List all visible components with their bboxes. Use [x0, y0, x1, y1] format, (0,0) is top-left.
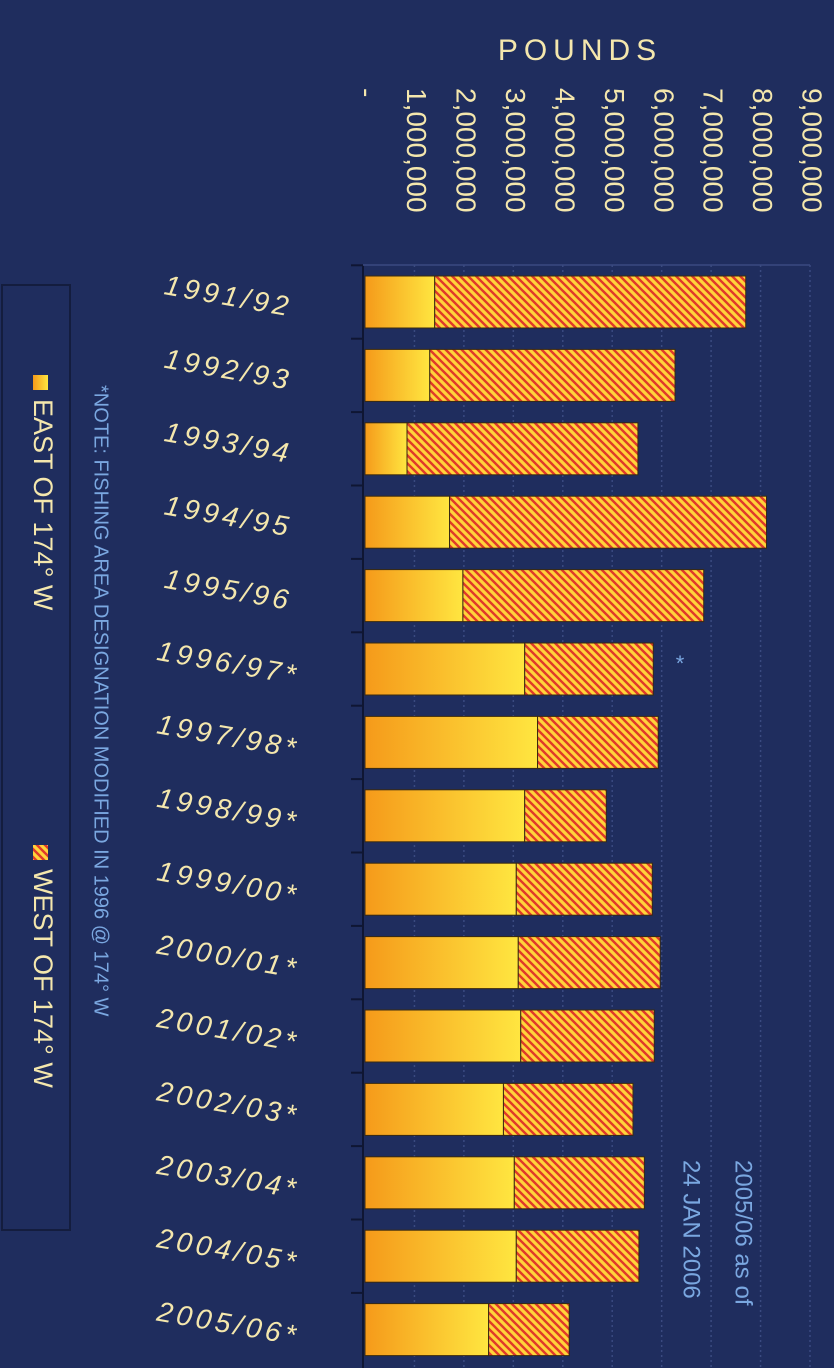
x-tick-label: 2,000,000	[450, 88, 481, 213]
bar	[429, 348, 676, 402]
bar	[513, 1156, 645, 1210]
x-tick-label: -	[352, 88, 383, 97]
bar	[364, 1082, 504, 1136]
bar	[364, 422, 408, 476]
bar	[515, 1229, 640, 1283]
legend-swatch	[33, 845, 48, 860]
legend-label: EAST OF 174° W	[28, 399, 58, 611]
bar	[364, 642, 526, 696]
x-tick-label: 3,000,000	[500, 88, 531, 213]
legend-label: WEST OF 174° W	[28, 869, 58, 1088]
x-tick-label: 4,000,000	[549, 88, 580, 213]
bar	[364, 275, 436, 329]
x-tick-label: 5,000,000	[599, 88, 630, 213]
bar	[364, 862, 517, 916]
x-tick-label: 9,000,000	[797, 88, 828, 213]
x-tick-label: 8,000,000	[747, 88, 778, 213]
bar	[364, 348, 431, 402]
annotation: *	[676, 651, 685, 676]
bar	[449, 495, 767, 549]
bar	[406, 422, 639, 476]
annotation: 24 JAN 2006	[678, 1160, 705, 1299]
bar	[364, 936, 519, 990]
legend-box	[1, 284, 71, 1231]
bar	[434, 275, 747, 329]
bar	[364, 1229, 517, 1283]
legend-swatch	[33, 375, 48, 390]
bar	[515, 862, 653, 916]
bar	[488, 1303, 570, 1357]
bar	[364, 495, 451, 549]
x-tick-label: 7,000,000	[698, 88, 729, 213]
bar	[364, 715, 539, 769]
bar	[364, 1009, 522, 1063]
annotation: 2005/06 as of	[730, 1160, 757, 1306]
axis-title: POUNDS	[498, 34, 662, 67]
x-tick-label: 6,000,000	[648, 88, 679, 213]
bar	[364, 1156, 515, 1210]
bar	[520, 1009, 655, 1063]
bar	[364, 569, 464, 623]
bar	[462, 569, 705, 623]
bar	[524, 789, 607, 843]
bar	[524, 642, 654, 696]
bar	[364, 789, 526, 843]
x-tick-label: 1,000,000	[401, 88, 432, 213]
bar	[502, 1082, 634, 1136]
note: *NOTE: FISHING AREA DESIGNATION MODIFIED…	[90, 385, 112, 1017]
bar	[537, 715, 659, 769]
bar	[517, 936, 661, 990]
bar	[364, 1303, 490, 1357]
